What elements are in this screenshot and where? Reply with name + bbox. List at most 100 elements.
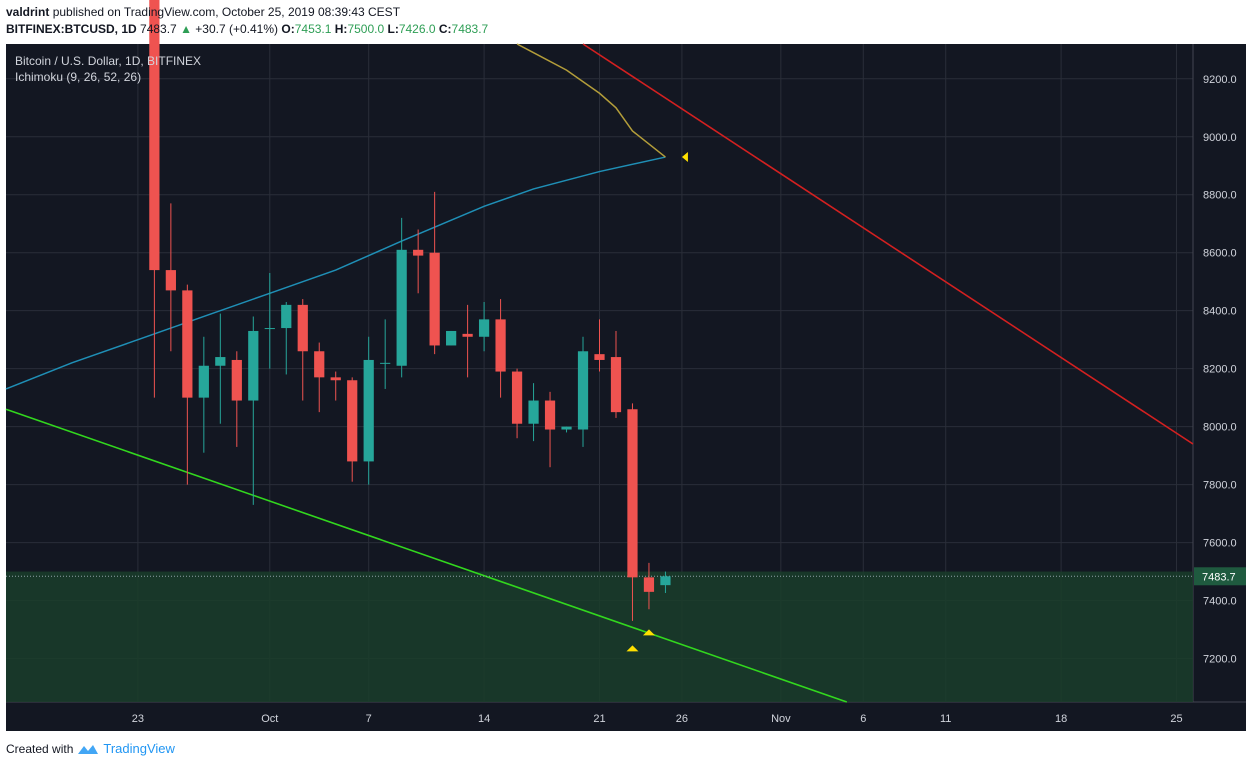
candle: [297, 299, 308, 401]
candle: [577, 336, 589, 447]
candle: [182, 284, 193, 485]
candle-body: [380, 362, 391, 364]
demand-zone: [6, 571, 1193, 702]
candle: [314, 342, 325, 413]
candle-body: [248, 330, 259, 401]
candle: [561, 426, 572, 433]
time-tick-label: Oct: [261, 713, 278, 725]
candle: [511, 368, 523, 439]
last-price: 7483.7: [140, 22, 177, 36]
candle: [215, 313, 226, 424]
tradingview-logo-icon[interactable]: [77, 743, 99, 755]
candle-body: [511, 371, 523, 424]
candle: [429, 191, 440, 355]
time-tick-label: 18: [1055, 713, 1067, 725]
time-tick-label: 23: [132, 713, 144, 725]
time-tick-label: 26: [676, 713, 688, 725]
chart-header: valdrint published on TradingView.com, O…: [6, 4, 1246, 44]
candle-body: [446, 330, 457, 346]
candle-body: [231, 359, 242, 401]
close-value: 7483.7: [451, 22, 489, 36]
marker-triangle: [642, 629, 655, 636]
candle-body: [215, 357, 226, 366]
open-label: O:: [281, 22, 295, 36]
price-axis[interactable]: 7200.0 7400.0 7600.0 7800.0 8000.0 8200.0 8400…: [1194, 74, 1246, 666]
time-tick-label: 11: [940, 713, 951, 725]
high-value: 7500.0: [347, 22, 385, 36]
indicator-lines: [5, 43, 1194, 703]
candle-body: [198, 365, 209, 398]
candle-body: [610, 357, 622, 413]
price-tick-label: 7800.0: [1203, 480, 1237, 492]
candle: [330, 371, 341, 401]
tradingview-link[interactable]: TradingView: [103, 741, 175, 756]
candle: [248, 316, 259, 505]
resistance-trendline: [582, 43, 1194, 445]
candle: [396, 217, 407, 378]
chart-legend: Bitcoin / U.S. Dollar, 1D, BITFINEX Ichi…: [15, 54, 201, 84]
candle-body: [660, 576, 671, 586]
candle-body: [594, 354, 605, 360]
candle-body: [478, 319, 490, 337]
candle-body: [330, 377, 341, 381]
candle: [478, 301, 490, 352]
candle: [231, 351, 242, 447]
ichimoku-lagging-span: [516, 43, 666, 158]
candle: [528, 383, 539, 442]
candle: [363, 336, 374, 485]
created-with-text: Created with: [6, 741, 74, 756]
time-tick-label: 7: [366, 713, 372, 725]
price-tick-label: 8200.0: [1203, 364, 1237, 376]
quote-row: BITFINEX:BTCUSD, 1D 7483.7 ▲ +30.7 (+0.4…: [6, 21, 1246, 38]
candle: [446, 330, 457, 346]
candle: [660, 571, 671, 594]
time-tick-label: 25: [1170, 713, 1182, 725]
low-value: 7426.0: [398, 22, 436, 36]
legend-title: Bitcoin / U.S. Dollar, 1D, BITFINEX: [15, 54, 201, 68]
time-axis-background: [6, 702, 1246, 731]
price-axis-background: [1193, 44, 1246, 702]
candle: [347, 377, 358, 482]
low-label: L:: [387, 22, 399, 36]
time-tick-label: 14: [478, 713, 490, 725]
candle-body: [544, 400, 556, 430]
candle-body: [149, 0, 160, 271]
price-tick-label: 9000.0: [1203, 132, 1237, 144]
candle: [264, 272, 275, 369]
price-tick-label: 8600.0: [1203, 248, 1237, 260]
author-name[interactable]: valdrint: [6, 5, 50, 19]
publish-row: valdrint published on TradingView.com, O…: [6, 4, 1246, 21]
open-value: 7453.1: [294, 22, 332, 36]
candle: [495, 299, 506, 398]
candle-body: [281, 304, 292, 329]
candle-body: [363, 359, 374, 462]
candle-body: [314, 351, 325, 378]
time-axis[interactable]: 23 Oct 7 14 21 26 Nov 6 11 18 25: [132, 713, 1183, 725]
current-price-label: 7483.7: [1202, 571, 1236, 583]
candle: [380, 319, 391, 389]
time-tick-label: Nov: [771, 713, 791, 725]
candle: [594, 319, 605, 372]
candle: [627, 403, 638, 621]
symbol: BITFINEX:BTCUSD, 1D: [6, 22, 137, 36]
footer: Created with TradingView: [6, 741, 175, 756]
candle-body: [347, 380, 358, 462]
candle: [610, 330, 622, 418]
candle-body: [396, 249, 407, 366]
price-tick-label: 9200.0: [1203, 74, 1237, 86]
up-arrow-icon: ▲: [180, 22, 192, 36]
candle: [643, 562, 655, 610]
candle-body: [297, 304, 308, 352]
candle: [413, 229, 424, 294]
close-label: C:: [438, 22, 452, 36]
price-tick-label: 7600.0: [1203, 538, 1237, 550]
candle-body: [561, 426, 572, 430]
ichimoku-baseline: [5, 156, 666, 390]
support-trendline: [5, 408, 848, 703]
candles: [149, 0, 671, 621]
candle: [544, 391, 556, 468]
price-tick-label: 8000.0: [1203, 422, 1237, 434]
candle: [281, 301, 292, 375]
high-label: H:: [334, 22, 348, 36]
